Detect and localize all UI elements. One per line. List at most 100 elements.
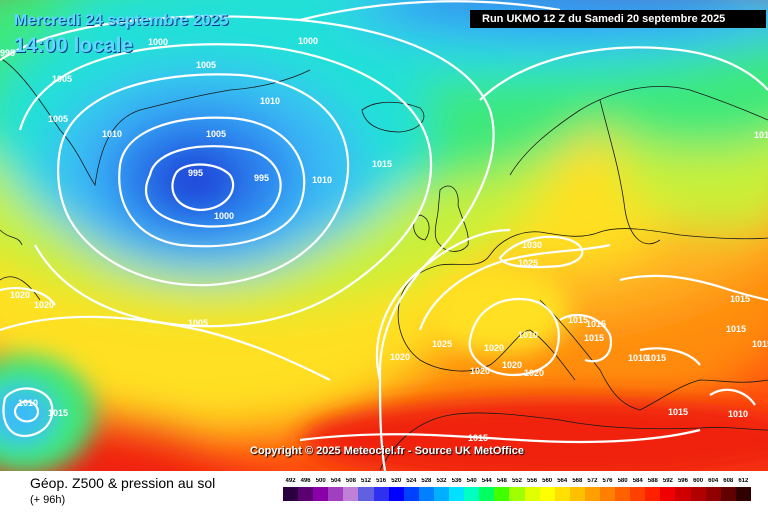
isobar-1010-sw-inner (13, 400, 40, 423)
color-scale-label: 504 (330, 478, 341, 484)
isobar-label: 1015 (468, 433, 488, 443)
isobar-label: 1005 (196, 60, 216, 70)
color-scale-swatch (298, 487, 314, 501)
isobar-1020-sw (0, 287, 56, 306)
color-scale-swatch (313, 487, 329, 501)
isobar-label: 1005 (188, 318, 208, 328)
color-scale-label: 492 (285, 478, 296, 484)
color-scale-swatch (524, 487, 540, 501)
color-scale-label: 536 (451, 478, 462, 484)
color-scale-label: 584 (632, 478, 643, 484)
isobar-label: 1030 (522, 240, 542, 250)
color-scale-swatch (675, 487, 691, 501)
color-scale-label: 544 (481, 478, 492, 484)
isobar-label: 1015 (726, 324, 746, 334)
isobar-label: 1015 (48, 408, 68, 418)
isobar-label: 995 (0, 48, 15, 58)
color-scale-label: 588 (647, 478, 658, 484)
isobar-label: 1000 (148, 37, 168, 47)
isobar-label: 1015 (568, 315, 588, 325)
color-scale-cells (283, 487, 751, 501)
isobar-label: 1020 (470, 366, 490, 376)
color-scale-swatch (569, 487, 585, 501)
isobar-label: 1020 (10, 290, 30, 300)
isobar-label: 1020 (502, 360, 522, 370)
color-scale-swatch (554, 487, 570, 501)
coast-europe (397, 228, 768, 411)
isobar-1015-east (619, 274, 768, 302)
color-scale-swatch (328, 487, 344, 501)
color-scale-swatch (660, 487, 676, 501)
isobar-1015 (0, 15, 495, 471)
color-scale-label: 556 (527, 478, 538, 484)
pressure-map: 1000 995 1000 1005 1005 1005 1010 1010 1… (0, 0, 768, 471)
forecast-time: 14:00 locale (14, 34, 134, 57)
isobar-995-outer (145, 145, 282, 228)
color-scale-swatch (539, 487, 555, 501)
isobar-1030 (498, 235, 584, 269)
color-scale-swatch (735, 487, 751, 501)
isobar-1010-north (299, 0, 561, 22)
isobar-label: 1015 (584, 333, 604, 343)
color-scale-label: 552 (511, 478, 522, 484)
isobar-label: 1010 (518, 330, 538, 340)
color-scale-label: 500 (315, 478, 326, 484)
color-scale-swatch (599, 487, 616, 501)
isobar-label: 1015 (752, 339, 768, 349)
legend-subtitle: (+ 96h) (30, 494, 66, 506)
color-scale: 492 496 500 504 508 512 516 520 524 528 532 536 540 5… (283, 478, 767, 508)
color-scale-label: 508 (345, 478, 356, 484)
isobar-label: 1020 (34, 300, 54, 310)
coast-canada (0, 229, 41, 301)
isobar-label: 1025 (432, 339, 452, 349)
isobar-1000 (118, 116, 306, 248)
isobars (0, 0, 768, 471)
isobar-label: 1020 (390, 352, 410, 362)
isobar-label: 1005 (206, 129, 226, 139)
color-scale-swatch (343, 487, 359, 501)
isobar-1020-alps (468, 297, 560, 377)
isobar-label: 1000 (298, 36, 318, 46)
color-scale-swatch (373, 487, 389, 501)
isobar-label: 995 (254, 173, 269, 183)
color-scale-label: 524 (406, 478, 417, 484)
color-scale-swatch (584, 487, 600, 501)
isobar-label: 1015 (586, 319, 606, 329)
color-scale-swatch (283, 487, 299, 501)
geopotential-field (0, 0, 768, 471)
color-scale-label: 516 (376, 478, 387, 484)
isobar-label: 1010 (102, 129, 122, 139)
model-run-label: Run UKMO 12 Z du Samedi 20 septembre 202… (470, 10, 766, 28)
isobar-1005-west (0, 315, 331, 381)
forecast-date: Mercredi 24 septembre 2025 (14, 12, 229, 29)
isobar-1015-south (299, 428, 701, 444)
isobar-995-core (171, 163, 235, 212)
color-scale-swatch (433, 487, 450, 501)
coast-scandinavia (509, 86, 768, 245)
color-scale-label: 528 (421, 478, 432, 484)
color-scale-swatch (705, 487, 721, 501)
color-scale-label: 540 (466, 478, 477, 484)
isobar-label: 1010 (628, 353, 648, 363)
isobar-label: 1000 (214, 211, 234, 221)
field-south-red (300, 395, 768, 471)
color-scale-swatch (494, 487, 510, 501)
isobar-1005 (57, 73, 350, 287)
color-scale-label: 608 (723, 478, 734, 484)
color-scale-swatch (690, 487, 706, 501)
isobar-1025 (418, 243, 611, 331)
isobar-label: 1015 (646, 353, 666, 363)
color-scale-label: 548 (496, 478, 507, 484)
color-scale-swatch (479, 487, 495, 501)
isobar-label: 1020 (524, 368, 544, 378)
field-deep-blue (145, 145, 245, 215)
color-scale-label: 600 (693, 478, 704, 484)
coast-greenland (0, 57, 311, 187)
color-scale-label: 532 (436, 478, 447, 484)
color-scale-swatch (630, 487, 646, 501)
color-scale-swatch (509, 487, 525, 501)
color-scale-swatch (358, 487, 374, 501)
color-scale-label: 512 (361, 478, 372, 484)
legend-title: Géop. Z500 & pression au sol (30, 475, 216, 491)
field-italy-yellow (430, 265, 570, 355)
